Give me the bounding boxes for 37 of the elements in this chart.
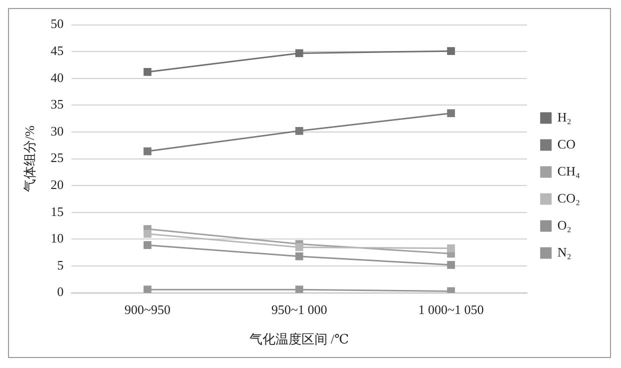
point bbox=[447, 109, 455, 118]
legend-label: CH₄ bbox=[557, 163, 580, 178]
y-tick-label: 10 bbox=[50, 230, 64, 246]
point bbox=[144, 241, 152, 250]
y-axis-title: 气体组分/% bbox=[22, 125, 38, 192]
point bbox=[447, 47, 455, 55]
y-tick-label: 20 bbox=[50, 177, 64, 192]
y-tick-label: 0 bbox=[57, 284, 64, 300]
point bbox=[295, 286, 304, 293]
point bbox=[144, 230, 152, 238]
y-tick-label: 15 bbox=[50, 204, 64, 219]
y-tick-label: 40 bbox=[50, 70, 64, 85]
y-tick-label: 35 bbox=[50, 96, 64, 112]
y-tick-label: 45 bbox=[50, 43, 64, 58]
point bbox=[295, 126, 304, 135]
legend-label: CO bbox=[557, 136, 576, 152]
legend-label: CO₂ bbox=[557, 190, 580, 206]
y-tick-label: 5 bbox=[57, 257, 64, 272]
point bbox=[447, 244, 455, 252]
point bbox=[144, 68, 152, 76]
x-tick-label: 900~950 bbox=[124, 302, 171, 318]
legend-label: N₂ bbox=[557, 244, 572, 260]
point bbox=[295, 49, 304, 58]
x-tick-label: 1 000~1 050 bbox=[418, 302, 484, 318]
y-tick-label: 25 bbox=[50, 150, 64, 166]
point bbox=[447, 287, 455, 293]
y-tick-label: 30 bbox=[50, 123, 64, 138]
x-axis-title: 气化温度区间 /℃ bbox=[250, 332, 349, 347]
point bbox=[144, 286, 152, 293]
legend-label: O₂ bbox=[557, 217, 572, 232]
y-tick-label: 50 bbox=[50, 16, 64, 32]
point bbox=[295, 243, 304, 252]
x-tick-label: 950~1 000 bbox=[271, 302, 328, 318]
legend-label: H₂ bbox=[557, 109, 572, 124]
point bbox=[144, 147, 152, 156]
point bbox=[447, 260, 455, 269]
point bbox=[295, 252, 304, 260]
